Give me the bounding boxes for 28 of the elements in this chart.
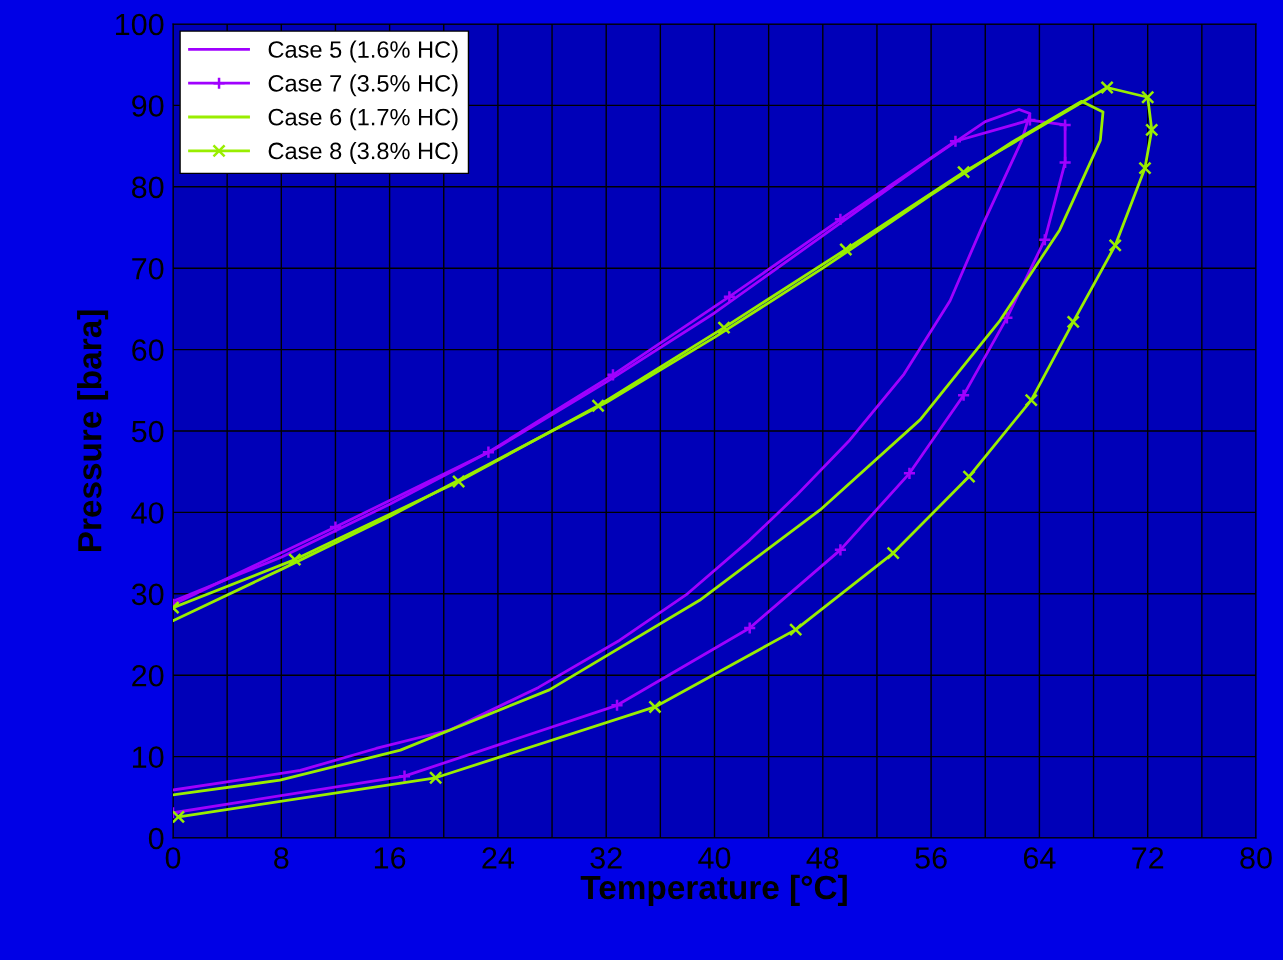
x-axis-title: Temperature [°C] bbox=[580, 874, 847, 906]
y-tick-label: 90 bbox=[132, 95, 164, 117]
x-tick-label: 16 bbox=[374, 847, 406, 869]
legend-label: Case 8 (3.8% HC) bbox=[268, 141, 458, 164]
legend-label: Case 6 (1.7% HC) bbox=[268, 108, 458, 131]
y-axis-title: Pressure [bara] bbox=[77, 310, 109, 552]
y-tick-label: 0 bbox=[148, 827, 164, 850]
x-tick-label: 48 bbox=[806, 847, 839, 869]
y-tick-label: 20 bbox=[132, 664, 164, 687]
x-tick-label: 56 bbox=[915, 847, 947, 869]
x-tick-label: 40 bbox=[698, 847, 731, 869]
y-tick-label: 70 bbox=[132, 257, 164, 280]
x-tick-label: 8 bbox=[274, 847, 289, 869]
x-tick-label: 80 bbox=[1240, 847, 1272, 869]
y-tick-label: 100 bbox=[116, 13, 164, 36]
x-tick-label: 0 bbox=[165, 847, 181, 869]
x-tick-label: 72 bbox=[1132, 847, 1164, 869]
x-tick-label: 64 bbox=[1023, 847, 1056, 869]
y-tick-label: 30 bbox=[131, 583, 164, 606]
legend-label: Case 5 (1.6% HC) bbox=[268, 40, 458, 63]
x-tick-label: 24 bbox=[482, 847, 514, 869]
y-tick-label: 50 bbox=[131, 420, 164, 443]
y-tick-label: 40 bbox=[131, 502, 164, 524]
legend-label: Case 7 (3.5% HC) bbox=[268, 74, 458, 97]
y-tick-label: 80 bbox=[132, 176, 164, 199]
y-tick-label: 10 bbox=[133, 746, 164, 768]
x-tick-label: 32 bbox=[590, 847, 622, 869]
y-tick-label: 60 bbox=[132, 339, 164, 361]
